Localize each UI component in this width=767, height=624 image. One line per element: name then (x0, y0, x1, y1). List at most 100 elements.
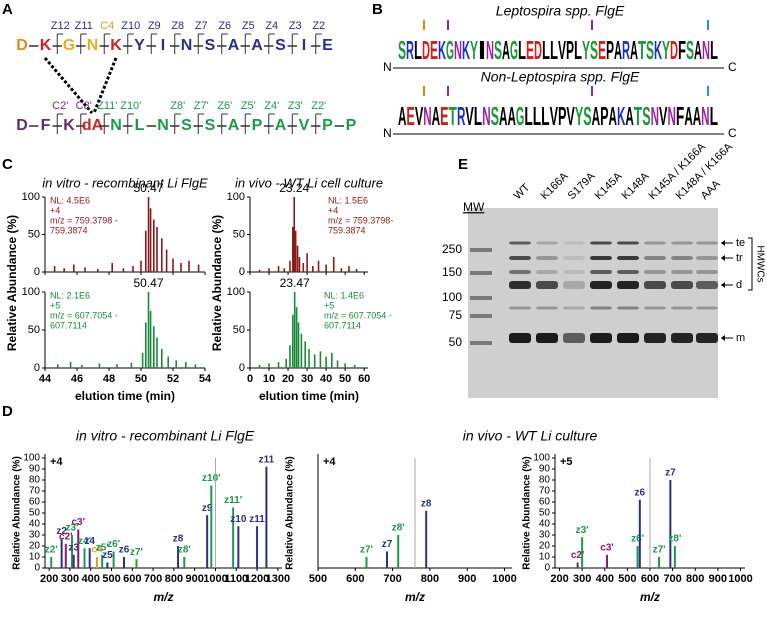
peak-label: z8 (421, 498, 432, 509)
x-tick-label: 48 (103, 373, 115, 385)
logo-letter: V (566, 101, 575, 131)
y-tick-label: 0 (34, 362, 40, 374)
logo-c: C (728, 126, 737, 140)
x-tick-label: 200 (40, 573, 58, 585)
fragment-label: Z11 (75, 20, 93, 32)
charge: +5 (560, 456, 573, 468)
logo-letter: A (507, 101, 516, 131)
peak-label: z6 (635, 487, 646, 498)
y-tick-label: 0 (239, 362, 245, 374)
x-tick-label: 52 (167, 373, 179, 385)
band (617, 270, 639, 274)
mw-label: 250 (442, 242, 462, 256)
x-tick-label: 900 (186, 573, 204, 585)
band-label: tr (736, 252, 743, 264)
peak-label: z6 (119, 545, 130, 556)
annotation: 759.3874 (50, 225, 88, 235)
fragment-label: Z2' (311, 100, 326, 112)
logo-letter: V (558, 35, 566, 65)
band (644, 281, 666, 289)
logo-letter: F (676, 101, 684, 131)
logo-letter: N (667, 101, 675, 131)
logo-letter: T (449, 101, 457, 131)
x-tick-label: 800 (165, 573, 183, 585)
fragment-label: Z5 (242, 20, 255, 32)
y-tick-label: 70 (29, 486, 41, 497)
logo-letter: A (625, 101, 634, 131)
peak-label: z11 (259, 454, 275, 465)
logo-letter: L (414, 35, 422, 65)
logo-letter: D (422, 35, 430, 65)
x-tick-label: 800 (421, 573, 439, 585)
logo-letter: V (415, 101, 424, 131)
peak-label: c2' (571, 550, 585, 561)
band (536, 256, 558, 260)
peak-label: 23.24 (279, 181, 309, 195)
logo-letter: N (701, 101, 709, 131)
y-axis-label: Relative Abundance (%) (12, 456, 23, 570)
logo-letter: L (474, 101, 482, 131)
peak-label: c3' (600, 542, 614, 553)
residue: P (346, 117, 357, 134)
y-tick-label: 100 (22, 191, 40, 203)
bracket (748, 237, 753, 291)
band-label: m (736, 332, 745, 344)
fragment-label: C4 (100, 20, 114, 32)
band (671, 256, 693, 260)
residue: V (299, 117, 310, 134)
x-tick-label: 20 (282, 373, 294, 385)
peak-label: z8' (178, 545, 191, 556)
band (563, 281, 585, 289)
logo-letter: L (710, 35, 718, 65)
band-arrowhead (721, 335, 725, 341)
logo-title: Non-Leptospira spp. FlgE (481, 69, 640, 85)
logo-letter: A (432, 101, 441, 131)
band (617, 241, 639, 245)
logo-letter: V (550, 101, 559, 131)
y-tick-label: 50 (233, 324, 245, 336)
peak-label: z3' (576, 525, 589, 536)
y-tick-label: 50 (28, 324, 40, 336)
x-tick-label: 900 (709, 573, 727, 585)
peak-label: z2' (45, 545, 58, 556)
logo-letter: V (465, 101, 474, 131)
logo-c: C (728, 60, 737, 74)
lane-label: K145A (593, 170, 625, 202)
logo-letter: A (614, 35, 622, 65)
y-tick-label: 50 (28, 228, 40, 240)
x-tick-label: 60 (358, 373, 370, 385)
band-arrowhead (721, 255, 725, 261)
fragment-label: Z2 (312, 20, 325, 32)
x-tick-label: 1000 (203, 573, 227, 585)
logo-letter: A (684, 101, 693, 131)
panel-label: A (2, 1, 13, 18)
annotation: 607.7114 (324, 320, 361, 330)
logo-letter: Y (575, 101, 583, 131)
residue: S (205, 37, 216, 54)
residue: Y (134, 37, 145, 54)
band (509, 333, 531, 343)
charge: +4 (323, 456, 336, 468)
band (696, 281, 718, 289)
band (696, 241, 718, 245)
y-tick-label: 20 (29, 541, 41, 552)
logo-letter: P (606, 35, 614, 65)
x-axis-label: m/z (405, 590, 425, 604)
peak-label: z2 (56, 526, 67, 537)
residue: N (181, 37, 193, 54)
logo-letter: L (533, 101, 541, 131)
x-tick-label: 400 (596, 573, 614, 585)
y-tick-label: 0 (34, 563, 40, 574)
logo-letter: Y (662, 35, 670, 65)
residue: I (161, 37, 165, 54)
y-tick-label: 10 (29, 552, 41, 563)
x-tick-label: 200 (550, 573, 568, 585)
peak-label: z9 (202, 503, 213, 514)
peak-label: z4 (84, 536, 95, 547)
band (590, 333, 612, 343)
logo-letter: A (694, 35, 702, 65)
band (509, 270, 531, 274)
y-tick-label: 0 (239, 266, 245, 278)
x-tick-label: 10 (263, 373, 275, 385)
